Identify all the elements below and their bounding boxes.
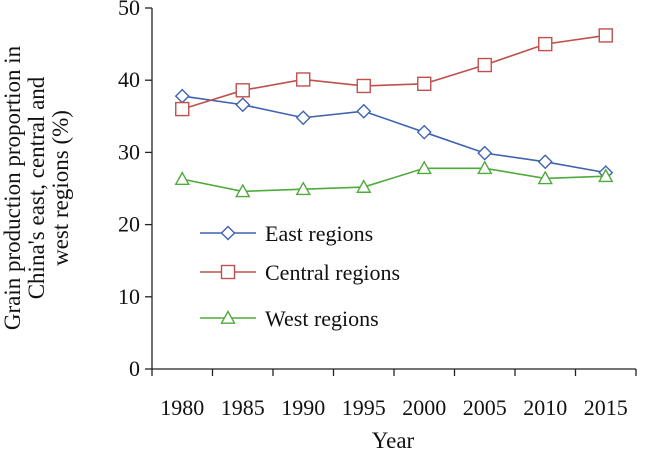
data-point xyxy=(356,103,372,119)
legend-item: West regions xyxy=(200,306,379,331)
x-tick-label: 2000 xyxy=(402,395,446,420)
data-point xyxy=(174,88,190,104)
data-point xyxy=(174,171,190,186)
data-point xyxy=(598,168,614,183)
y-tick-label: 50 xyxy=(118,0,140,20)
x-tick-label: 1980 xyxy=(160,395,204,420)
data-point xyxy=(537,170,553,185)
series-line xyxy=(182,34,606,110)
series-triangle xyxy=(174,160,614,198)
legend-marker xyxy=(220,264,236,280)
data-point xyxy=(295,110,311,126)
x-tick-label: 2010 xyxy=(523,395,567,420)
x-tick-label: 2015 xyxy=(584,395,628,420)
legend: East regions Central regions West regions xyxy=(200,221,400,331)
series-layer xyxy=(174,28,614,198)
series-square xyxy=(175,28,613,117)
series-line xyxy=(182,167,606,193)
y-axis-title-line-2: China's east, central and xyxy=(24,76,49,299)
data-point xyxy=(416,124,432,140)
x-tick-label: 2005 xyxy=(463,395,507,420)
data-point xyxy=(477,160,493,175)
legend-label: East regions xyxy=(265,221,373,246)
legend-label: West regions xyxy=(265,306,379,331)
series-diamond xyxy=(174,88,614,181)
legend-marker xyxy=(220,310,236,324)
y-tick-label: 10 xyxy=(118,284,140,309)
y-axis-title-line-1: Grain production proportion in xyxy=(0,45,25,330)
data-point xyxy=(235,183,251,198)
legend-item: East regions xyxy=(200,221,373,246)
data-point xyxy=(356,179,372,193)
data-point xyxy=(175,101,190,117)
data-point xyxy=(537,154,553,170)
y-axis-title: Grain production proportion in China's e… xyxy=(0,45,73,330)
y-tick-label: 40 xyxy=(118,67,140,92)
data-point xyxy=(598,28,613,43)
data-point xyxy=(538,36,553,52)
x-tick-label: 1985 xyxy=(221,395,265,420)
y-tick-label: 0 xyxy=(129,356,140,381)
series-line xyxy=(182,95,606,174)
y-axis-title-line-3: west regions (%) xyxy=(48,110,73,266)
data-point xyxy=(235,83,250,98)
data-point xyxy=(295,181,311,196)
x-tick-label: 1990 xyxy=(281,395,325,420)
data-point xyxy=(235,97,251,113)
legend-label: Central regions xyxy=(265,260,400,285)
x-tick-label: 1995 xyxy=(342,395,386,420)
axes: 0 10 20 30 40 50 1980 1985 1990 1995 2000 2005 2010 2… xyxy=(118,0,637,420)
legend-marker xyxy=(220,225,236,241)
y-tick-label: 20 xyxy=(118,212,140,237)
x-axis-title: Year xyxy=(372,428,415,452)
legend-item: Central regions xyxy=(200,260,400,285)
y-tick-label: 30 xyxy=(118,139,140,164)
data-point xyxy=(477,145,493,161)
data-point xyxy=(416,160,432,175)
data-point xyxy=(417,76,432,92)
data-point xyxy=(356,78,371,94)
data-point xyxy=(296,72,311,87)
data-point xyxy=(477,57,492,73)
